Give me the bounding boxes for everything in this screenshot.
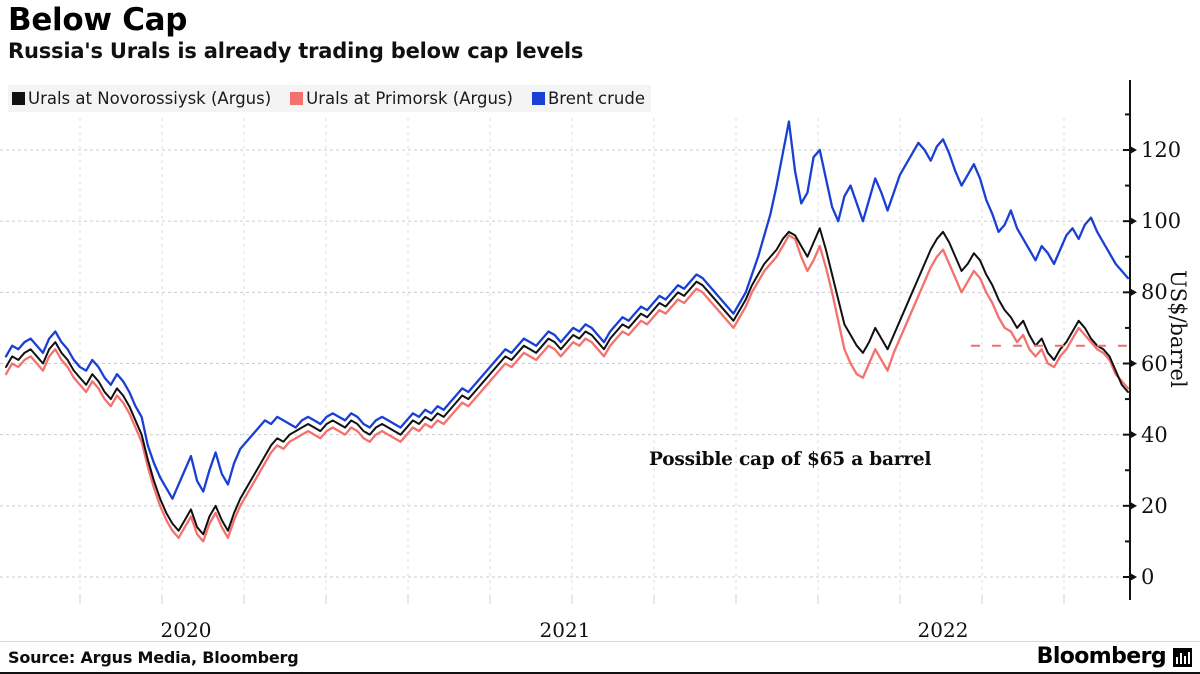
- page-title: Below Cap: [8, 2, 188, 38]
- cap-annotation-label: Possible cap of $65 a barrel: [649, 449, 932, 470]
- brand-wordmark: Bloomberg: [1036, 644, 1167, 669]
- legend-item-label: Urals at Primorsk (Argus): [306, 89, 513, 108]
- chart-header: Below Cap Russia's Urals is already trad…: [8, 2, 1192, 64]
- y-tick-label: 0: [1141, 565, 1155, 589]
- legend-swatch-square: [12, 92, 25, 105]
- legend-item-1[interactable]: Urals at Primorsk (Argus): [290, 90, 513, 107]
- series-lines: [4, 120, 1130, 543]
- legend-item-label: Brent crude: [547, 89, 645, 108]
- series-line-1: [4, 234, 1130, 543]
- series-line-2: [4, 120, 1130, 500]
- y-tick-label: 120: [1141, 138, 1182, 162]
- x-tick-label: 2022: [917, 618, 969, 642]
- legend-item-0[interactable]: Urals at Novorossiysk (Argus): [12, 90, 271, 107]
- legend-swatch-square: [531, 92, 545, 105]
- chart-legend: Urals at Novorossiysk (Argus) Urals at Pr…: [8, 85, 651, 112]
- legend-item-2[interactable]: Brent crude: [531, 89, 645, 108]
- bottom-border: [0, 672, 1200, 674]
- y-tick-label: 80: [1141, 280, 1168, 305]
- y-tick-label: 20: [1141, 493, 1168, 518]
- legend-item-label: Urals at Novorossiysk (Argus): [28, 89, 272, 108]
- bloomberg-terminal-icon: [1173, 647, 1192, 667]
- page-subtitle: Russia's Urals is already trading below …: [8, 39, 584, 63]
- y-tick-label: 40: [1141, 422, 1168, 447]
- series-line-0: [5, 227, 1129, 536]
- y-tick-label: 100: [1141, 209, 1182, 234]
- gridlines: [0, 118, 1128, 600]
- legend-swatch-square: [290, 92, 304, 105]
- y-tick-label: 60: [1141, 351, 1168, 376]
- x-tick-label: 2020: [160, 618, 212, 642]
- bloomberg-brand: Bloomberg: [1037, 645, 1192, 669]
- source-note: Source: Argus Media, Bloomberg: [8, 648, 299, 667]
- x-tick-label: 2021: [539, 618, 591, 642]
- footer-divider: [0, 641, 1200, 642]
- axis-ticks: [79, 113, 1137, 604]
- y-axis-title: US$/barrel: [1166, 270, 1190, 388]
